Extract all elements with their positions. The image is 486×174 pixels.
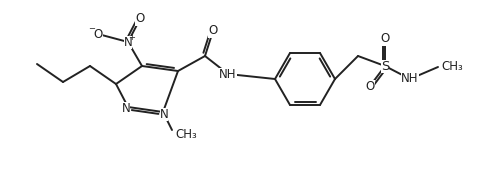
Text: N: N bbox=[123, 35, 132, 49]
Text: +: + bbox=[129, 34, 136, 42]
Text: O: O bbox=[136, 13, 145, 26]
Text: S: S bbox=[381, 60, 389, 73]
Text: O: O bbox=[208, 25, 218, 38]
Text: O: O bbox=[365, 80, 375, 93]
Text: CH₃: CH₃ bbox=[441, 61, 463, 73]
Text: NH: NH bbox=[219, 68, 237, 81]
Text: NH: NH bbox=[401, 73, 419, 85]
Text: −: − bbox=[88, 25, 96, 34]
Text: N: N bbox=[159, 108, 168, 121]
Text: O: O bbox=[93, 27, 103, 41]
Text: N: N bbox=[122, 101, 130, 114]
Text: CH₃: CH₃ bbox=[175, 129, 197, 141]
Text: O: O bbox=[381, 33, 390, 45]
